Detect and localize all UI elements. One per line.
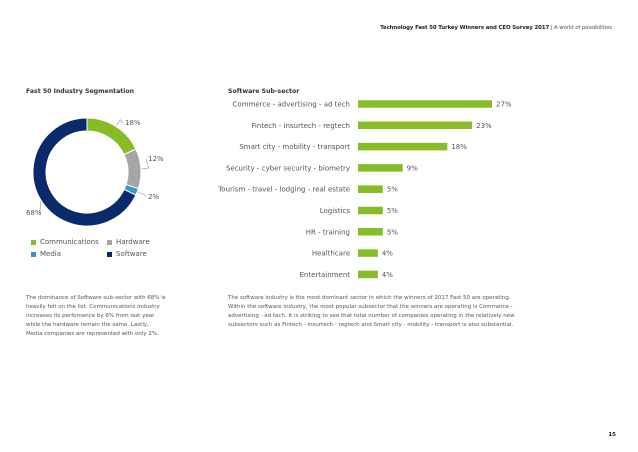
donut-leader-communications — [116, 119, 124, 126]
bar-value-hr-training: 5% — [387, 228, 398, 236]
header-title: Technology Fast 50 Turkey Winners and CE… — [380, 25, 550, 31]
bar-category-entertainment: Entertainment — [299, 271, 350, 279]
bar-value-security-cyber-security-biometry: 9% — [407, 164, 418, 172]
legend-swatch-hardware — [107, 239, 112, 245]
donut-label-hardware: 12% — [148, 155, 164, 163]
bar-value-entertainment: 4% — [382, 271, 393, 279]
report-header: Technology Fast 50 Turkey Winners and CE… — [380, 25, 612, 31]
legend-label-hardware: Hardware — [116, 238, 150, 246]
bar-hr-training — [358, 228, 383, 236]
bar-entertainment — [358, 270, 378, 279]
segmentation-description: The dominance of Software sub-sector wit… — [26, 295, 166, 338]
legend-label-media: Media — [40, 250, 62, 258]
donut-label-software: 68% — [26, 209, 42, 217]
bar-commerce-advertising-ad-tech — [358, 100, 492, 108]
bar-category-healthcare: Healthcare — [312, 250, 350, 258]
legend-swatch-communications — [31, 239, 36, 245]
donut-label-media: 2% — [148, 193, 159, 201]
segmentation-title: Fast 50 Industry Segmentation — [26, 88, 135, 95]
legend-item-software: Software — [107, 250, 147, 258]
bar-tourism-travel-lodging-real-estate — [358, 185, 383, 193]
bar-value-commerce-advertising-ad-tech: 27% — [496, 101, 512, 109]
legend-label-communications: Communications — [40, 238, 99, 246]
bar-category-tourism-travel-lodging-real-estate: Tourism - travel - lodging - real estate — [217, 186, 350, 194]
bar-value-smart-city-mobility-transport: 18% — [451, 143, 467, 151]
donut-slice-software — [32, 117, 137, 227]
header-subtitle: A world of possibilities — [554, 25, 612, 31]
legend-item-hardware: Hardware — [107, 238, 150, 246]
donut-leader-media — [138, 191, 147, 198]
header-separator: | — [549, 25, 555, 31]
bar-value-healthcare: 4% — [382, 250, 393, 258]
donut-label-communications: 18% — [125, 119, 141, 127]
legend-swatch-software — [107, 251, 112, 257]
subsector-title: Software Sub-sector — [228, 88, 300, 95]
bar-healthcare — [358, 249, 378, 257]
bar-value-tourism-travel-lodging-real-estate: 5% — [387, 186, 398, 194]
bar-fintech-insurtech-regtech — [358, 121, 473, 130]
bar-smart-city-mobility-transport — [358, 142, 448, 151]
page-number: 15 — [608, 432, 616, 438]
donut-leader-hardware — [141, 158, 150, 169]
bar-category-smart-city-mobility-transport: Smart city - mobility - transport — [239, 143, 350, 151]
bar-category-hr-training: HR - training — [306, 228, 350, 236]
legend-item-media: Media — [31, 250, 61, 258]
donut-leader-software — [39, 201, 41, 214]
legend-item-communications: Communications — [31, 238, 99, 246]
bar-category-security-cyber-security-biometry: Security - cyber security - biometry — [226, 164, 350, 172]
bar-logistics — [358, 206, 383, 215]
subsector-description: The software industry is the most domina… — [228, 295, 515, 329]
bar-category-fintech-insurtech-regtech: Fintech - insurtech - regtech — [251, 122, 350, 130]
bar-value-logistics: 5% — [387, 207, 398, 215]
bar-category-commerce-advertising-ad-tech: Commerce - advertising - ad tech — [233, 101, 350, 109]
bar-value-fintech-insurtech-regtech: 23% — [476, 122, 492, 130]
legend-label-software: Software — [116, 250, 147, 258]
bar-category-logistics: Logistics — [320, 207, 351, 215]
bar-security-cyber-security-biometry — [358, 164, 403, 172]
legend-swatch-media — [31, 251, 36, 257]
